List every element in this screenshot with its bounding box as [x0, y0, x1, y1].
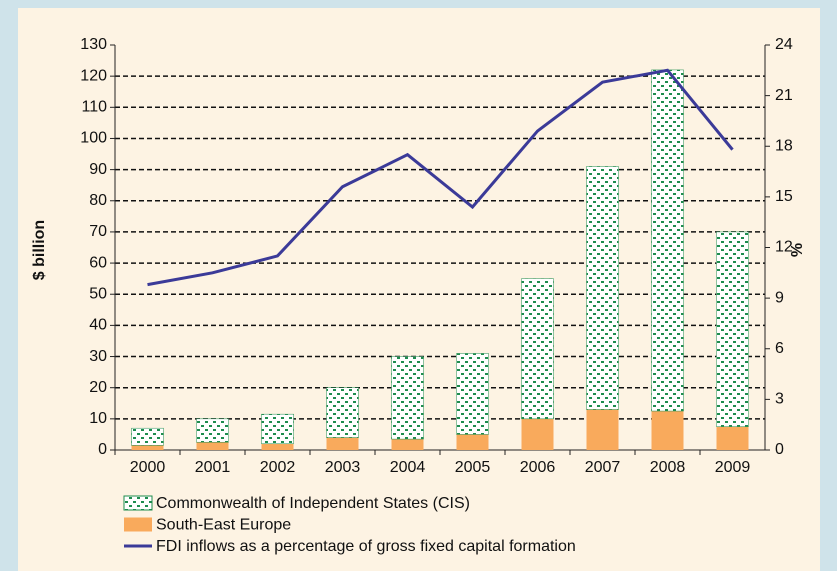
y-tick-label: 130 [80, 36, 107, 53]
y-tick-label: 50 [89, 285, 107, 302]
y-tick-label: 10 [89, 410, 107, 427]
bar [131, 427, 164, 446]
x-tick-label: 2001 [195, 459, 231, 476]
x-tick-label: 2007 [585, 459, 621, 476]
bar [586, 166, 619, 410]
y-tick-label: 120 [80, 67, 107, 84]
bar [391, 439, 424, 450]
bar [651, 411, 684, 450]
x-tick-label: 2002 [260, 459, 296, 476]
y-tick-label: 80 [89, 192, 107, 209]
y2-tick-label: 6 [775, 340, 784, 357]
bar [716, 426, 749, 450]
bar [651, 69, 684, 412]
y-tick-label: 70 [89, 223, 107, 240]
x-tick-label: 2008 [650, 459, 686, 476]
bar [196, 418, 229, 443]
y-tick-label: 0 [98, 441, 107, 458]
y2-tick-label: 15 [775, 188, 793, 205]
bar [456, 434, 489, 450]
y-tick-label: 30 [89, 348, 107, 365]
x-tick-label: 2009 [715, 459, 751, 476]
y2-tick-label: 12 [775, 239, 793, 256]
bar [456, 353, 489, 435]
bar [326, 437, 359, 450]
y-tick-label: 110 [81, 99, 107, 116]
legend-label: FDI inflows as a percentage of gross fix… [156, 538, 576, 555]
x-tick-label: 2005 [455, 459, 491, 476]
y2-axis-label: % [789, 243, 806, 257]
bar [326, 387, 359, 438]
legend-swatch [123, 495, 153, 511]
legend-swatch [124, 517, 152, 532]
y-tick-label: 40 [89, 317, 107, 334]
bar [716, 231, 749, 427]
bar [196, 442, 229, 450]
legend-label: Commonwealth of Independent States (CIS) [156, 495, 470, 512]
bar [391, 356, 424, 440]
bar [521, 278, 554, 420]
x-tick-label: 2003 [325, 459, 361, 476]
x-tick-label: 2004 [390, 459, 426, 476]
y2-tick-label: 0 [775, 441, 784, 458]
y-tick-label: 60 [89, 254, 107, 271]
y2-tick-label: 18 [775, 137, 793, 154]
y-tick-label: 100 [80, 130, 107, 147]
y2-tick-label: 21 [775, 87, 793, 104]
bar [586, 409, 619, 450]
legend-label: South-East Europe [156, 517, 291, 534]
y-axis-label: $ billion [31, 220, 48, 280]
y-tick-label: 90 [89, 161, 107, 178]
panel [18, 8, 820, 571]
y2-tick-label: 3 [775, 391, 784, 408]
x-tick-label: 2006 [520, 459, 556, 476]
bar [131, 445, 164, 450]
bar [261, 413, 294, 445]
x-tick-label: 2000 [130, 459, 166, 476]
y2-tick-label: 9 [775, 289, 784, 306]
y2-tick-label: 24 [775, 36, 793, 53]
line [147, 68, 734, 287]
y-tick-label: 20 [89, 379, 107, 396]
bar [521, 418, 554, 450]
bar [261, 443, 294, 450]
